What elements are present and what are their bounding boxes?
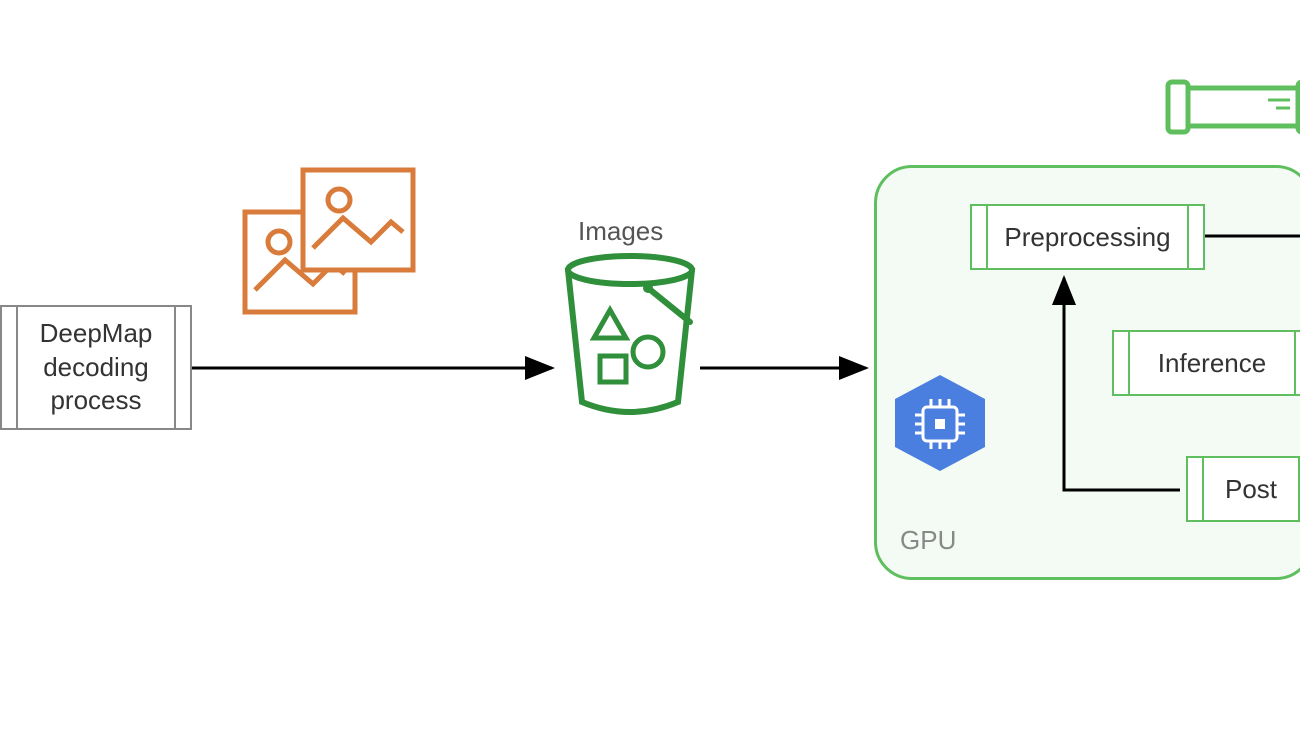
node-inference-label: Inference bbox=[1140, 348, 1284, 379]
node-inference: Inference bbox=[1112, 330, 1300, 396]
pipe-icon bbox=[1168, 82, 1300, 132]
node-deepmap: DeepMap decoding process bbox=[0, 305, 192, 430]
images-label: Images bbox=[578, 216, 663, 247]
node-preprocessing: Preprocessing bbox=[970, 204, 1205, 270]
photos-icon bbox=[245, 170, 413, 312]
node-post-label: Post bbox=[1207, 474, 1295, 505]
gpu-label: GPU bbox=[900, 525, 956, 556]
node-deepmap-label: DeepMap decoding process bbox=[22, 317, 171, 418]
node-preprocessing-label: Preprocessing bbox=[986, 222, 1188, 253]
node-post: Post bbox=[1186, 456, 1300, 522]
bucket-icon bbox=[568, 256, 692, 412]
